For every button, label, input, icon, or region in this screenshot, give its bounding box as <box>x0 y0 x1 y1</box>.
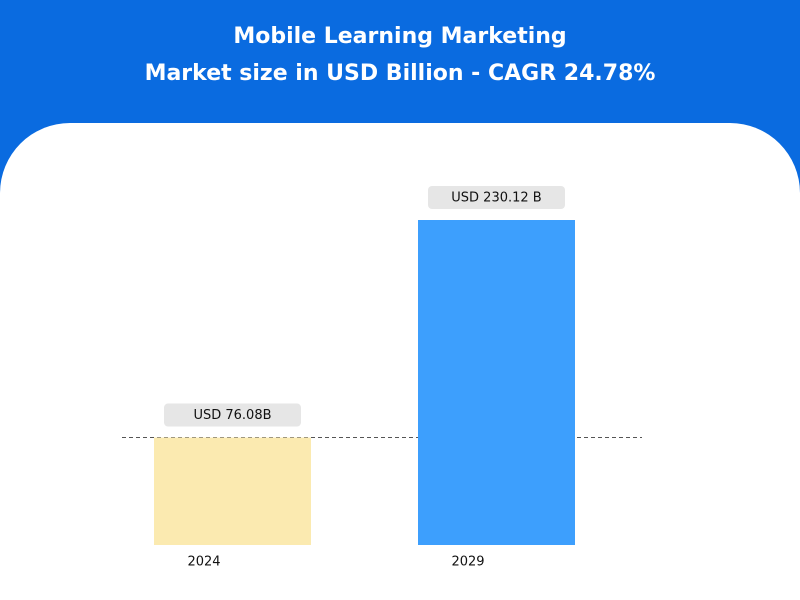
value-label-background <box>164 403 301 427</box>
chart-subtitle: Market size in USD Billion - CAGR 24.78% <box>145 61 656 86</box>
bar <box>154 437 311 545</box>
x-tick-label: 2024 <box>187 555 220 570</box>
x-tick-label: 2029 <box>451 555 484 570</box>
bar <box>418 220 575 545</box>
value-label: USD 230.12 B <box>451 191 541 206</box>
chart-title: Mobile Learning Marketing <box>233 24 566 49</box>
panel <box>0 123 800 600</box>
value-label: USD 76.08B <box>193 408 271 423</box>
value-label-background <box>428 186 565 209</box>
